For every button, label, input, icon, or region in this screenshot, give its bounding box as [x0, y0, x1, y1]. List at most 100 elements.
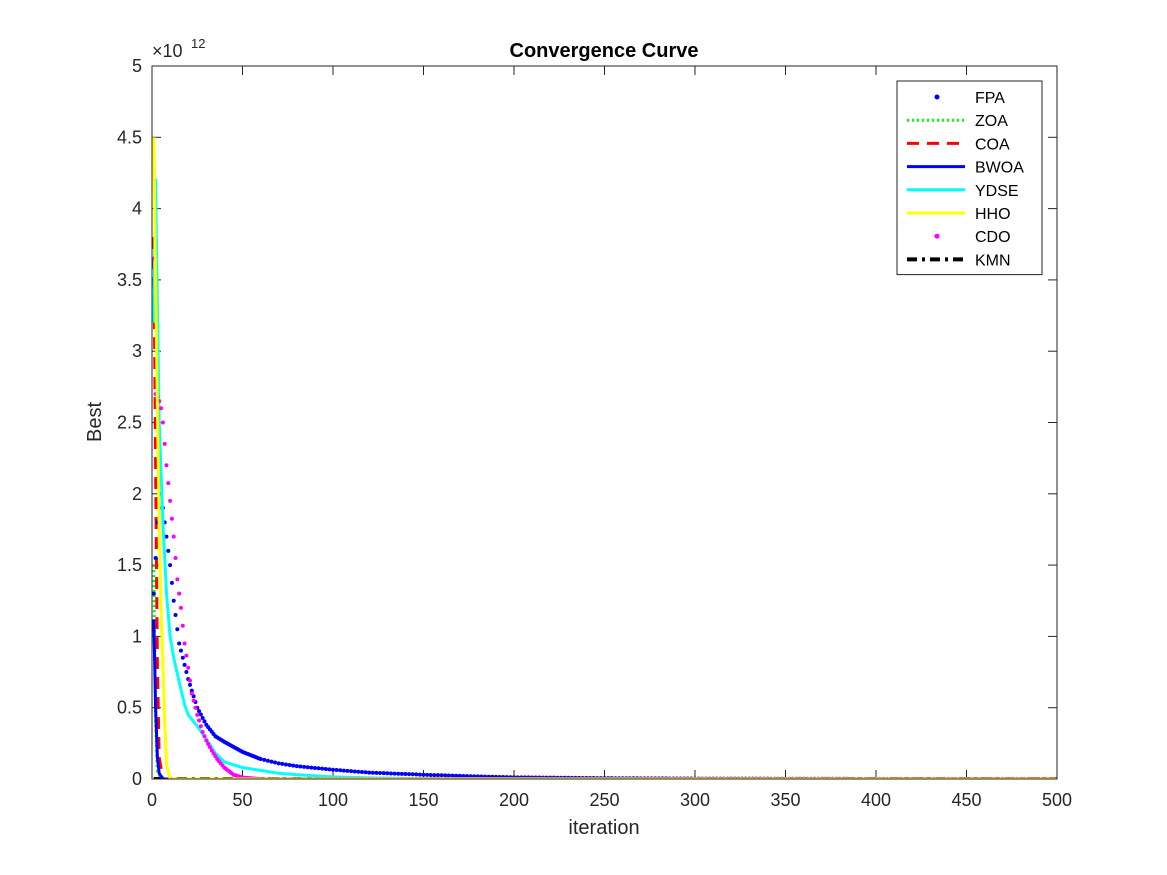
- y-tick-label: 2.5: [117, 413, 142, 433]
- series-fpa-point: [425, 772, 430, 777]
- series-fpa-point: [370, 770, 375, 775]
- series-fpa-point: [356, 769, 361, 774]
- series-fpa-point: [396, 771, 401, 776]
- series-cdo-point: [171, 534, 176, 539]
- series-fpa-point: [399, 771, 404, 776]
- x-tick-label: 0: [147, 790, 157, 810]
- series-fpa-point: [312, 765, 317, 770]
- legend-label-fpa: FPA: [975, 90, 1005, 107]
- series-fpa-point: [410, 772, 415, 777]
- series-cdo-point: [173, 555, 178, 560]
- series-cdo-point: [177, 591, 182, 596]
- series-cdo-point: [175, 577, 180, 582]
- series-fpa-point: [166, 548, 171, 553]
- series-fpa-point: [153, 555, 158, 560]
- series-fpa-point: [305, 765, 310, 770]
- legend-label-hho: HHO: [975, 206, 1011, 223]
- series-cdo-point: [159, 406, 164, 411]
- series-fpa-point: [367, 770, 372, 775]
- series-fpa-point: [464, 774, 469, 779]
- x-tick-label: 350: [770, 790, 800, 810]
- series-fpa-point: [200, 715, 205, 720]
- series-cdo-point: [206, 741, 211, 746]
- series-cdo-point: [195, 712, 200, 717]
- legend-label-cdo: CDO: [975, 229, 1011, 246]
- series-fpa-point: [349, 769, 354, 774]
- legend-label-coa: COA: [975, 136, 1010, 153]
- series-fpa-point: [287, 763, 292, 768]
- series-cdo-point: [204, 738, 209, 743]
- series-coa-line: [152, 237, 1057, 779]
- y-axis-label: Best: [84, 402, 106, 442]
- legend-label-ydse: YDSE: [975, 183, 1019, 200]
- series-fpa-point: [168, 563, 173, 568]
- series-fpa-point: [446, 773, 451, 778]
- series-fpa-point: [323, 767, 328, 772]
- series-fpa-point: [435, 773, 440, 778]
- series-fpa-point: [178, 648, 183, 653]
- series-cdo-point: [178, 605, 183, 610]
- y-exponent-base: ×10: [152, 41, 183, 61]
- series-fpa-point: [334, 768, 339, 773]
- series-cdo-point: [169, 516, 174, 521]
- series-fpa-point: [454, 773, 459, 778]
- series-fpa-point: [338, 768, 343, 773]
- y-tick-label: 2: [132, 484, 142, 504]
- series-cdo-point: [182, 641, 187, 646]
- series-cdo-point: [180, 623, 185, 628]
- series-fpa-point: [309, 765, 314, 770]
- series-fpa-point: [417, 772, 422, 777]
- series-fpa-point: [316, 766, 321, 771]
- series-fpa-point: [327, 767, 332, 772]
- series-cdo-point: [207, 745, 212, 750]
- series-fpa-point: [175, 627, 180, 632]
- series-fpa-point: [298, 764, 303, 769]
- series-fpa-point: [171, 598, 176, 603]
- series-fpa-point: [265, 758, 270, 763]
- series-fpa-point: [197, 709, 202, 714]
- series-fpa-point: [388, 771, 393, 776]
- x-tick-label: 200: [499, 790, 529, 810]
- series-fpa-point: [273, 760, 278, 765]
- y-tick-label: 1.5: [117, 555, 142, 575]
- series-fpa-point: [457, 773, 462, 778]
- series-fpa-point: [294, 764, 299, 769]
- series-cdo-point: [198, 724, 203, 729]
- series-cdo-point: [200, 729, 205, 734]
- series-fpa-point: [258, 757, 263, 762]
- series-fpa-point: [152, 591, 156, 596]
- series-fpa-point: [341, 768, 346, 773]
- legend-label-kmn: KMN: [975, 252, 1011, 269]
- series-fpa-point: [352, 769, 357, 774]
- legend-label-bwoa: BWOA: [975, 160, 1024, 177]
- x-tick-label: 50: [232, 790, 252, 810]
- series-fpa-point: [283, 762, 288, 767]
- series-fpa-point: [407, 772, 412, 777]
- series-cdo-point: [186, 665, 191, 670]
- legend-label-zoa: ZOA: [975, 113, 1008, 130]
- series-fpa-point: [359, 770, 364, 775]
- y-tick-label: 1: [132, 626, 142, 646]
- series-fpa-point: [443, 773, 448, 778]
- series-fpa-point: [164, 534, 169, 539]
- series-fpa-point: [177, 641, 182, 646]
- series-fpa-point: [320, 766, 325, 771]
- legend-swatch-cdo: [934, 233, 940, 239]
- series-fpa-point: [392, 771, 397, 776]
- axis-ticks: 0 50 100 150 200 250 300 350 400 450 500 0 0.5 1 1.5 2 2…: [117, 56, 1072, 810]
- series-cdo-point: [213, 754, 218, 759]
- series-cdo-point: [188, 678, 193, 683]
- x-tick-label: 450: [951, 790, 981, 810]
- series-cdo-point: [168, 498, 173, 503]
- series-fpa-point: [180, 655, 185, 660]
- series-fpa-point: [173, 613, 178, 618]
- x-tick-label: 150: [408, 790, 438, 810]
- legend-box: [896, 80, 1043, 276]
- series-fpa-point: [461, 773, 466, 778]
- series-layer: [152, 137, 1057, 779]
- x-tick-label: 250: [589, 790, 619, 810]
- series-cdo-point: [160, 420, 165, 425]
- series-fpa-point: [450, 773, 455, 778]
- series-fpa-point: [385, 771, 390, 776]
